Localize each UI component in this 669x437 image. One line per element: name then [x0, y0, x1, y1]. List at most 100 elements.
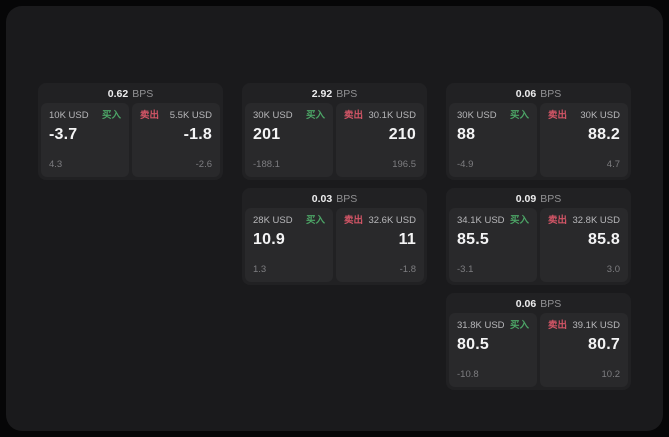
buy-side-label: 买入 [509, 215, 529, 226]
buy-quote-panel[interactable]: 30K USD 买入 201 -188.1 [245, 103, 333, 177]
sell-price-value: -1.8 [183, 126, 212, 143]
sell-side-label: 卖出 [344, 110, 364, 121]
sell-side-label: 卖出 [548, 215, 568, 226]
bps-unit-label: BPS [336, 193, 358, 205]
sell-amount-label: 30.1K USD [368, 110, 416, 121]
bps-value: 0.09 [515, 193, 537, 205]
buy-side-label: 买入 [509, 320, 529, 331]
buy-side-label: 买入 [305, 110, 325, 121]
buy-side-label: 买入 [101, 110, 121, 121]
sell-quote-panel[interactable]: 卖出 30.1K USD 210 196.5 [336, 103, 424, 177]
sell-panel-header: 卖出 30K USD [548, 110, 620, 122]
sell-quote-panel[interactable]: 卖出 39.1K USD 80.7 10.2 [540, 313, 628, 387]
buy-amount-label: 30K USD [253, 110, 293, 121]
card-header: 0.03 BPS [245, 191, 424, 208]
buy-amount-label: 30K USD [457, 110, 497, 121]
sell-panel-header: 卖出 32.6K USD [344, 215, 416, 227]
quote-card: 0.06 BPS 30K USD 买入 88 -4.9 卖出 30K USD 8… [446, 83, 631, 180]
sell-amount-label: 39.1K USD [572, 320, 620, 331]
buy-amount-label: 10K USD [49, 110, 89, 121]
buy-price-value: 85.5 [457, 231, 489, 248]
sell-quote-panel[interactable]: 卖出 30K USD 88.2 4.7 [540, 103, 628, 177]
sell-amount-label: 32.8K USD [572, 215, 620, 226]
buy-price-value: -3.7 [49, 126, 78, 143]
sell-panel-header: 卖出 30.1K USD [344, 110, 416, 122]
buy-delta-value: 4.3 [49, 159, 63, 170]
quote-panels: 31.8K USD 买入 80.5 -10.8 卖出 39.1K USD 80.… [449, 313, 628, 387]
buy-amount-label: 34.1K USD [457, 215, 505, 226]
sell-price-value: 210 [388, 126, 416, 143]
sell-amount-label: 30K USD [580, 110, 620, 121]
buy-panel-header: 10K USD 买入 [49, 110, 121, 122]
bps-value: 0.06 [515, 88, 537, 100]
sell-price-value: 85.8 [588, 231, 620, 248]
buy-amount-label: 31.8K USD [457, 320, 505, 331]
sell-side-label: 卖出 [140, 110, 160, 121]
sell-side-label: 卖出 [548, 320, 568, 331]
buy-delta-value: 1.3 [253, 264, 267, 275]
bps-unit-label: BPS [336, 88, 358, 100]
card-header: 2.92 BPS [245, 86, 424, 103]
quotes-panel: 0.62 BPS 10K USD 买入 -3.7 4.3 卖出 5.5K USD… [6, 6, 663, 431]
card-header: 0.62 BPS [41, 86, 220, 103]
sell-panel-header: 卖出 32.8K USD [548, 215, 620, 227]
bps-value: 2.92 [311, 88, 333, 100]
quote-panels: 30K USD 买入 201 -188.1 卖出 30.1K USD 210 1… [245, 103, 424, 177]
quote-panels: 28K USD 买入 10.9 1.3 卖出 32.6K USD 11 -1.8 [245, 208, 424, 282]
bps-unit-label: BPS [540, 298, 562, 310]
buy-delta-value: -10.8 [457, 369, 479, 380]
buy-side-label: 买入 [305, 215, 325, 226]
sell-side-label: 卖出 [344, 215, 364, 226]
sell-delta-value: 4.7 [606, 159, 620, 170]
bps-value: 0.62 [107, 88, 129, 100]
buy-quote-panel[interactable]: 10K USD 买入 -3.7 4.3 [41, 103, 129, 177]
buy-panel-header: 34.1K USD 买入 [457, 215, 529, 227]
sell-delta-value: 3.0 [606, 264, 620, 275]
buy-quote-panel[interactable]: 31.8K USD 买入 80.5 -10.8 [449, 313, 537, 387]
quote-card: 0.09 BPS 34.1K USD 买入 85.5 -3.1 卖出 32.8K… [446, 188, 631, 285]
buy-price-value: 80.5 [457, 336, 489, 353]
quote-card: 0.62 BPS 10K USD 买入 -3.7 4.3 卖出 5.5K USD… [38, 83, 223, 180]
bps-value: 0.03 [311, 193, 333, 205]
bps-unit-label: BPS [540, 193, 562, 205]
sell-delta-value: -2.6 [195, 159, 212, 170]
sell-delta-value: 10.2 [601, 369, 621, 380]
sell-price-value: 11 [398, 231, 416, 248]
buy-price-value: 10.9 [253, 231, 285, 248]
buy-quote-panel[interactable]: 34.1K USD 买入 85.5 -3.1 [449, 208, 537, 282]
card-header: 0.06 BPS [449, 296, 628, 313]
buy-quote-panel[interactable]: 28K USD 买入 10.9 1.3 [245, 208, 333, 282]
bps-unit-label: BPS [540, 88, 562, 100]
buy-side-label: 买入 [509, 110, 529, 121]
sell-price-value: 88.2 [588, 126, 620, 143]
buy-panel-header: 30K USD 买入 [253, 110, 325, 122]
quotes-grid: 0.62 BPS 10K USD 买入 -3.7 4.3 卖出 5.5K USD… [6, 6, 663, 390]
quote-panels: 10K USD 买入 -3.7 4.3 卖出 5.5K USD -1.8 -2.… [41, 103, 220, 177]
sell-quote-panel[interactable]: 卖出 5.5K USD -1.8 -2.6 [132, 103, 220, 177]
sell-quote-panel[interactable]: 卖出 32.8K USD 85.8 3.0 [540, 208, 628, 282]
buy-price-value: 88 [457, 126, 476, 143]
buy-amount-label: 28K USD [253, 215, 293, 226]
buy-quote-panel[interactable]: 30K USD 买入 88 -4.9 [449, 103, 537, 177]
sell-delta-value: 196.5 [392, 159, 416, 170]
sell-amount-label: 32.6K USD [368, 215, 416, 226]
sell-price-value: 80.7 [588, 336, 620, 353]
buy-panel-header: 31.8K USD 买入 [457, 320, 529, 332]
sell-panel-header: 卖出 39.1K USD [548, 320, 620, 332]
quote-card: 0.03 BPS 28K USD 买入 10.9 1.3 卖出 32.6K US… [242, 188, 427, 285]
sell-amount-label: 5.5K USD [169, 110, 212, 121]
buy-delta-value: -4.9 [457, 159, 474, 170]
sell-side-label: 卖出 [548, 110, 568, 121]
card-header: 0.06 BPS [449, 86, 628, 103]
buy-price-value: 201 [253, 126, 281, 143]
buy-panel-header: 28K USD 买入 [253, 215, 325, 227]
sell-quote-panel[interactable]: 卖出 32.6K USD 11 -1.8 [336, 208, 424, 282]
buy-panel-header: 30K USD 买入 [457, 110, 529, 122]
sell-panel-header: 卖出 5.5K USD [140, 110, 212, 122]
quote-panels: 34.1K USD 买入 85.5 -3.1 卖出 32.8K USD 85.8… [449, 208, 628, 282]
bps-unit-label: BPS [132, 88, 154, 100]
sell-delta-value: -1.8 [399, 264, 416, 275]
quote-card: 2.92 BPS 30K USD 买入 201 -188.1 卖出 30.1K … [242, 83, 427, 180]
bps-value: 0.06 [515, 298, 537, 310]
quote-panels: 30K USD 买入 88 -4.9 卖出 30K USD 88.2 4.7 [449, 103, 628, 177]
